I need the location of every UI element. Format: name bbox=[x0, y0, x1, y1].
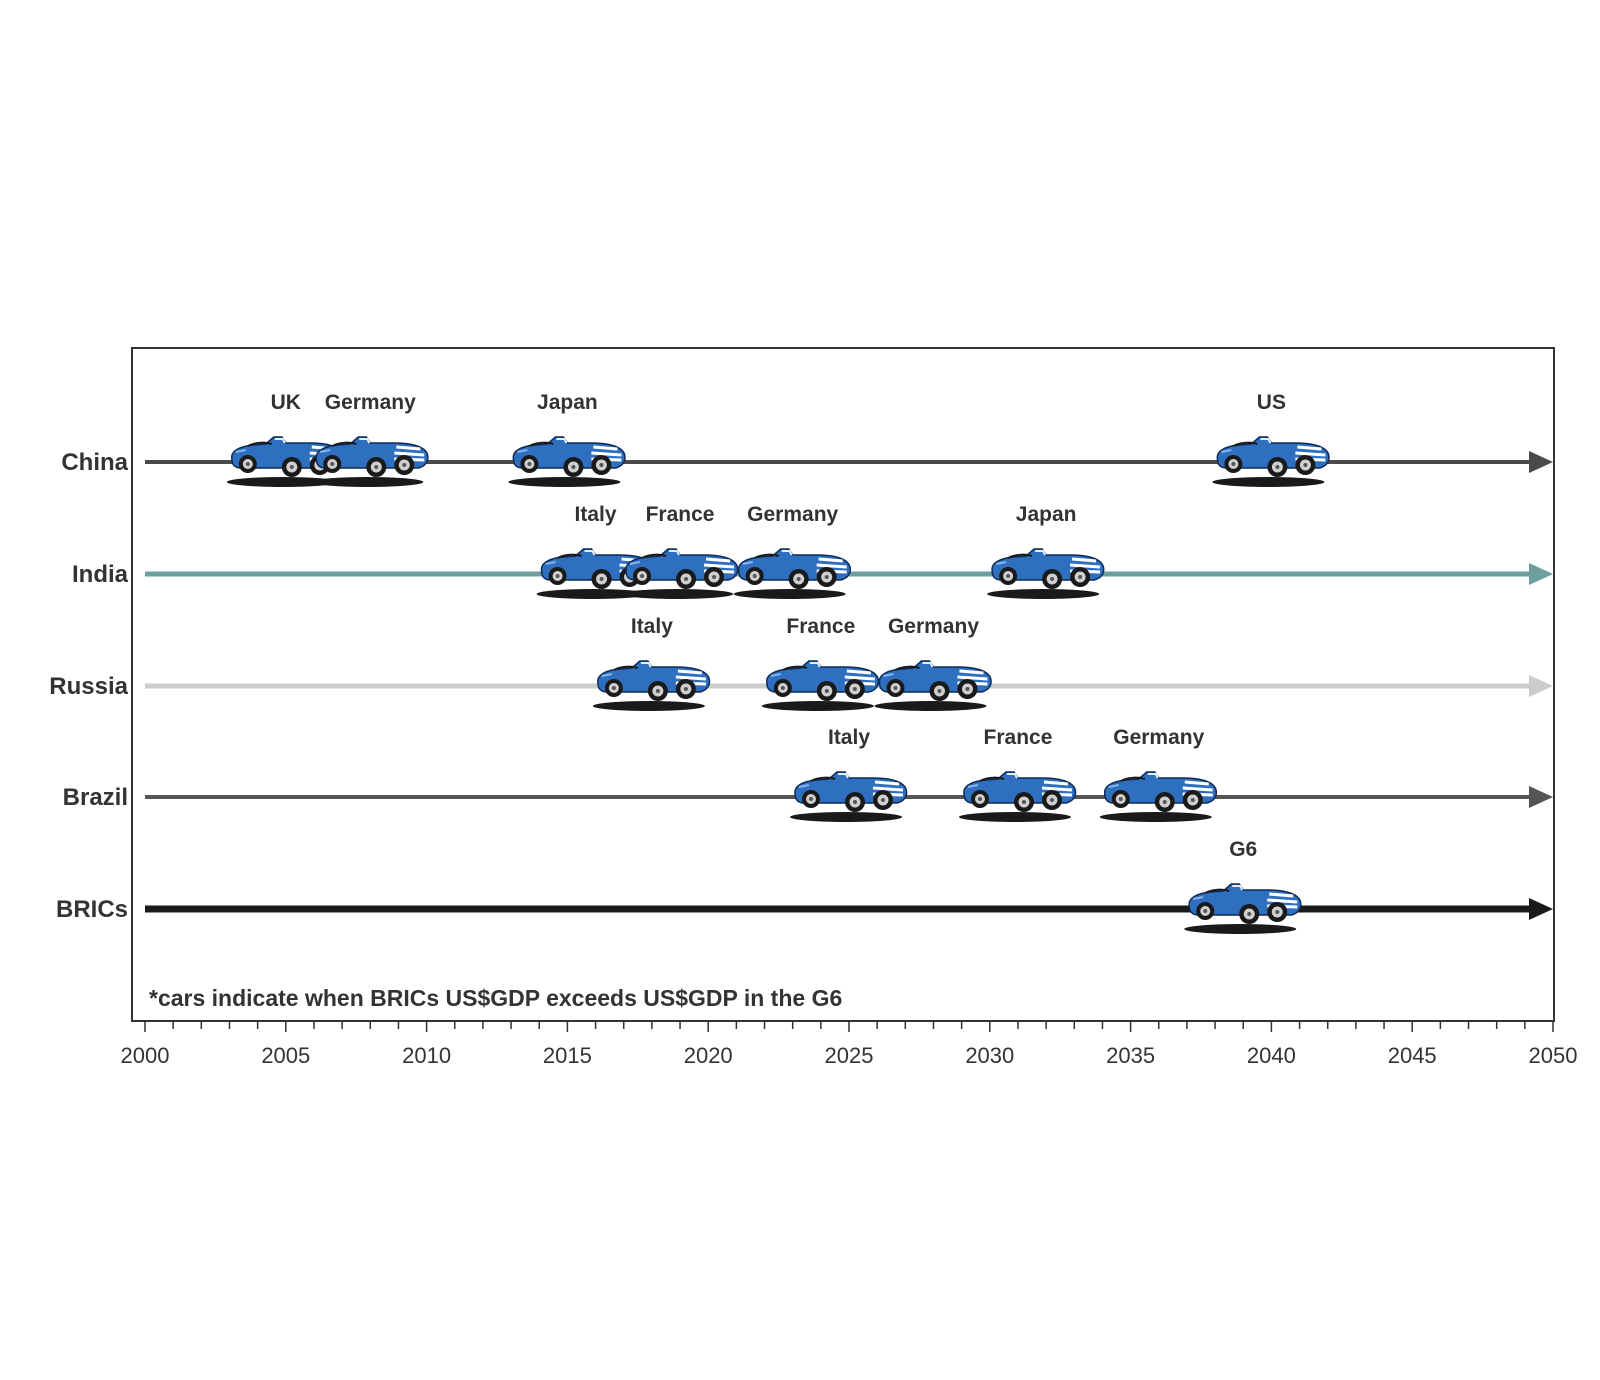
row-brazil: Brazil Italy France Germany bbox=[63, 726, 1553, 823]
event-label: Japan bbox=[537, 391, 598, 414]
event-label: Italy bbox=[828, 726, 870, 749]
arrow-head bbox=[1529, 786, 1553, 808]
event-marker: Italy bbox=[591, 615, 711, 712]
arrow-head bbox=[1529, 451, 1553, 473]
x-tick-label: 2010 bbox=[402, 1043, 451, 1068]
x-tick-label: 2015 bbox=[543, 1043, 592, 1068]
x-tick-label: 2005 bbox=[261, 1043, 310, 1068]
event-marker: Japan bbox=[507, 391, 627, 488]
x-tick-label: 2025 bbox=[825, 1043, 874, 1068]
x-tick-label: 2050 bbox=[1529, 1043, 1578, 1068]
row-label: BRICs bbox=[56, 896, 128, 923]
event-marker: Italy bbox=[535, 503, 655, 600]
event-label: G6 bbox=[1229, 838, 1257, 861]
event-label: France bbox=[646, 503, 715, 526]
x-tick-label: 2030 bbox=[965, 1043, 1014, 1068]
event-marker: G6 bbox=[1183, 838, 1303, 935]
footnote: *cars indicate when BRICs US$GDP exceeds… bbox=[149, 985, 842, 1011]
x-tick-label: 2035 bbox=[1106, 1043, 1155, 1068]
x-tick-label: 2045 bbox=[1388, 1043, 1437, 1068]
row-label: Russia bbox=[49, 673, 128, 700]
event-marker: France bbox=[620, 503, 740, 600]
event-marker: Germany bbox=[873, 615, 993, 712]
event-label: Germany bbox=[325, 391, 416, 414]
event-label: Germany bbox=[888, 615, 979, 638]
event-marker: France bbox=[760, 615, 880, 712]
event-label: France bbox=[786, 615, 855, 638]
row-label: China bbox=[61, 449, 128, 476]
event-label: Italy bbox=[631, 615, 673, 638]
row-russia: Russia Italy France Germany bbox=[49, 615, 1553, 712]
event-label: Germany bbox=[1113, 726, 1204, 749]
row-label: Brazil bbox=[63, 784, 128, 811]
event-marker: Germany bbox=[310, 391, 430, 488]
event-marker: UK bbox=[225, 391, 345, 488]
arrow-head bbox=[1529, 563, 1553, 585]
arrow-head bbox=[1529, 898, 1553, 920]
event-marker: Japan bbox=[986, 503, 1106, 600]
row-brics: BRICs G6 bbox=[56, 838, 1553, 935]
event-marker: Italy bbox=[789, 726, 909, 823]
x-tick-label: 2020 bbox=[684, 1043, 733, 1068]
event-marker: France bbox=[957, 726, 1078, 823]
x-tick-label: 2000 bbox=[121, 1043, 170, 1068]
x-tick-label: 2040 bbox=[1247, 1043, 1296, 1068]
event-label: Italy bbox=[575, 503, 617, 526]
row-label: India bbox=[72, 561, 129, 588]
x-axis: 2000 2005 2010 2015 2020 2025 2030 2035 2040 2045… bbox=[121, 1020, 1578, 1068]
row-china: China UK Germany Japan US bbox=[61, 391, 1553, 488]
row-india: India Italy France Germany Japan bbox=[72, 503, 1553, 600]
event-marker: Germany bbox=[1098, 726, 1218, 823]
event-label: UK bbox=[271, 391, 301, 414]
event-label: Germany bbox=[747, 503, 838, 526]
event-marker: Germany bbox=[732, 503, 852, 600]
event-marker: US bbox=[1211, 391, 1331, 488]
timeline-rows: China UK Germany Japan US India Italy France Ger… bbox=[49, 391, 1553, 935]
event-label: France bbox=[984, 726, 1053, 749]
event-label: US bbox=[1257, 391, 1286, 414]
arrow-head bbox=[1529, 675, 1553, 697]
event-label: Japan bbox=[1016, 503, 1077, 526]
